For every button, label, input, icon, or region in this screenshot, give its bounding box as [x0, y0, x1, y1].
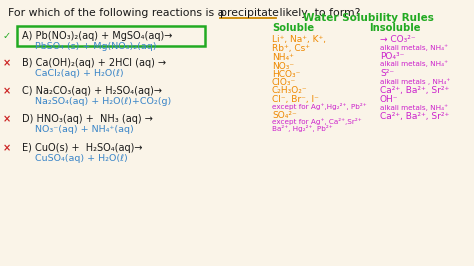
Text: NO₃⁻: NO₃⁻ — [272, 62, 294, 71]
Text: SO₄²⁻: SO₄²⁻ — [272, 111, 297, 120]
Text: OH⁻: OH⁻ — [380, 95, 399, 104]
Text: HCO₃⁻: HCO₃⁻ — [272, 70, 301, 79]
Text: except for Ag⁺,Hg₂²⁺, Pb²⁺: except for Ag⁺,Hg₂²⁺, Pb²⁺ — [272, 103, 366, 110]
Text: ×: × — [3, 143, 11, 153]
Text: NH₄⁺: NH₄⁺ — [272, 53, 294, 62]
Text: For which of the following reactions is a: For which of the following reactions is … — [8, 8, 228, 18]
Text: C) Na₂CO₃(aq) + H₂SO₄(aq)→: C) Na₂CO₃(aq) + H₂SO₄(aq)→ — [22, 86, 162, 96]
Text: alkali metals, NH₄⁺: alkali metals, NH₄⁺ — [380, 104, 448, 111]
Text: CuSO₄(aq) + H₂O(ℓ): CuSO₄(aq) + H₂O(ℓ) — [35, 154, 128, 163]
Text: Ca²⁺, Ba²⁺, Sr²⁺: Ca²⁺, Ba²⁺, Sr²⁺ — [380, 112, 449, 121]
Text: ×: × — [3, 58, 11, 68]
Text: PbSO₄ (s) + Mg(NO₃)₂(aq): PbSO₄ (s) + Mg(NO₃)₂(aq) — [35, 42, 156, 51]
Text: alkali metals , NH₄⁺: alkali metals , NH₄⁺ — [380, 78, 450, 85]
Text: Cl⁻, Br⁻, I⁻: Cl⁻, Br⁻, I⁻ — [272, 95, 319, 104]
Text: E) CuO(s) +  H₂SO₄(aq)→: E) CuO(s) + H₂SO₄(aq)→ — [22, 143, 143, 153]
Text: ×: × — [3, 114, 11, 124]
Text: Na₂SO₄(aq) + H₂O(ℓ)+CO₂(g): Na₂SO₄(aq) + H₂O(ℓ)+CO₂(g) — [35, 97, 171, 106]
Text: PO₄³⁻: PO₄³⁻ — [380, 52, 404, 61]
Text: Soluble: Soluble — [272, 23, 314, 33]
Text: Ba²⁺, Hg₂²⁺, Pb²⁺: Ba²⁺, Hg₂²⁺, Pb²⁺ — [272, 125, 333, 132]
Text: precipitate: precipitate — [220, 8, 279, 18]
Text: CaCl₂(aq) + H₂O(ℓ): CaCl₂(aq) + H₂O(ℓ) — [35, 69, 124, 78]
Text: ✓: ✓ — [3, 31, 11, 41]
Text: alkali metals, NH₄⁺: alkali metals, NH₄⁺ — [380, 44, 448, 51]
Text: Water Solubility Rules: Water Solubility Rules — [302, 13, 433, 23]
Text: Ca²⁺, Ba²⁺, Sr²⁺: Ca²⁺, Ba²⁺, Sr²⁺ — [380, 86, 449, 95]
Text: → CO₃²⁻: → CO₃²⁻ — [380, 35, 416, 44]
Text: Li⁺, Na⁺, K⁺,: Li⁺, Na⁺, K⁺, — [272, 35, 326, 44]
Text: D) HNO₃(aq) +  NH₃ (aq) →: D) HNO₃(aq) + NH₃ (aq) → — [22, 114, 153, 124]
Text: Rb⁺, Cs⁺: Rb⁺, Cs⁺ — [272, 44, 310, 53]
Text: alkali metals, NH₄⁺: alkali metals, NH₄⁺ — [380, 60, 448, 67]
Text: ClO₃⁻: ClO₃⁻ — [272, 78, 296, 87]
Text: B) Ca(OH)₂(aq) + 2HCl (aq) →: B) Ca(OH)₂(aq) + 2HCl (aq) → — [22, 58, 166, 68]
Text: Insoluble: Insoluble — [369, 23, 421, 33]
Text: except for Ag⁺, Ca²⁺,Sr²⁺: except for Ag⁺, Ca²⁺,Sr²⁺ — [272, 118, 362, 125]
Text: C₂H₃O₂⁻: C₂H₃O₂⁻ — [272, 86, 308, 95]
Text: S²⁻: S²⁻ — [380, 69, 394, 78]
Text: likely  to form?: likely to form? — [276, 8, 360, 18]
Text: ×: × — [3, 86, 11, 96]
Text: A) Pb(NO₃)₂(aq) + MgSO₄(aq)→: A) Pb(NO₃)₂(aq) + MgSO₄(aq)→ — [22, 31, 173, 41]
Text: NO₃⁻(aq) + NH₄⁺(aq): NO₃⁻(aq) + NH₄⁺(aq) — [35, 125, 134, 134]
